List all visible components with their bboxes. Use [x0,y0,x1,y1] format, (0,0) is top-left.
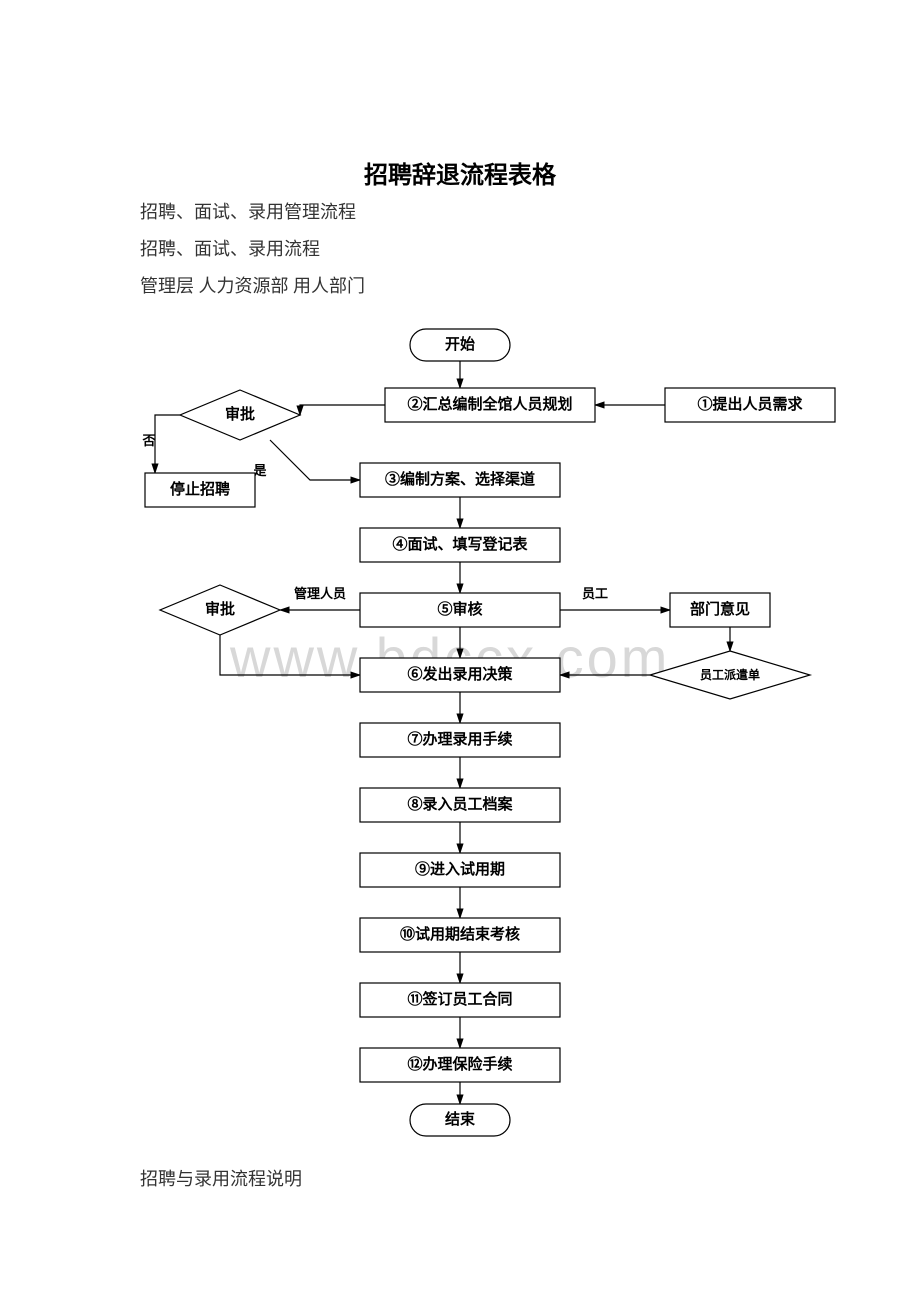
flow-node-label: 部门意见 [690,600,750,618]
flow-node-label: 员工派遣单 [700,667,760,682]
flow-node-n10: ⑩试用期结束考核 [360,918,560,952]
flow-node-label: ⑨进入试用期 [415,860,505,878]
flowchart-svg: 否是管理人员员工 开始①提出人员需求②汇总编制全馆人员规划审批停止招聘③编制方案… [0,320,920,1140]
flow-node-start: 开始 [410,329,510,361]
flow-node-label: ⑧录入员工档案 [407,795,513,813]
flow-edge-label: 员工 [582,586,608,601]
flow-node-n1: ①提出人员需求 [665,388,835,422]
intro-line-1: 招聘、面试、录用管理流程 [140,198,356,224]
flow-node-dept: 部门意见 [670,593,770,627]
document-title: 招聘辞退流程表格 [0,155,920,190]
flow-node-dispatch: 员工派遣单 [650,651,810,699]
flow-node-label: ②汇总编制全馆人员规划 [407,395,572,413]
flow-node-n3: ③编制方案、选择渠道 [360,463,560,497]
flow-node-n5: ⑤审核 [360,593,560,627]
flow-node-end: 结束 [410,1104,510,1136]
flow-node-label: ①提出人员需求 [697,395,803,413]
flow-edge [220,635,360,675]
flow-node-n11: ⑪签订员工合同 [360,983,560,1017]
flow-node-label: ⑫办理保险手续 [407,1055,512,1073]
flow-node-label: ⑦办理录用手续 [407,730,512,748]
intro-line-3: 管理层 人力资源部 用人部门 [140,272,365,298]
flow-edge [300,405,385,415]
flow-node-label: 审批 [225,405,255,423]
flow-node-n12: ⑫办理保险手续 [360,1048,560,1082]
flow-node-label: 开始 [445,335,475,353]
flow-node-label: 停止招聘 [170,480,230,498]
document-page: 招聘辞退流程表格 招聘、面试、录用管理流程 招聘、面试、录用流程 管理层 人力资… [0,0,920,1302]
flow-node-label: 结束 [445,1110,476,1128]
flow-node-audit2: 审批 [160,585,280,635]
flow-node-label: ⑤审核 [437,600,482,618]
flow-node-label: ⑩试用期结束考核 [400,925,520,943]
flow-node-n7: ⑦办理录用手续 [360,723,560,757]
flow-node-label: ⑥发出录用决策 [407,665,513,683]
flow-edge [270,440,360,480]
flow-node-label: ③编制方案、选择渠道 [385,470,535,488]
footer-line: 招聘与录用流程说明 [140,1165,302,1191]
flow-node-n6: ⑥发出录用决策 [360,658,560,692]
flow-edge-label: 否 [141,433,155,448]
flow-node-label: 审批 [205,600,235,618]
flow-node-n8: ⑧录入员工档案 [360,788,560,822]
flow-node-n4: ④面试、填写登记表 [360,528,560,562]
flow-node-label: ⑪签订员工合同 [407,990,512,1008]
flow-node-n2: ②汇总编制全馆人员规划 [385,388,595,422]
flow-node-stop: 停止招聘 [145,473,255,507]
flow-node-label: ④面试、填写登记表 [392,535,528,553]
flow-node-audit1: 审批 [180,390,300,440]
flow-edge [155,415,180,473]
intro-line-2: 招聘、面试、录用流程 [140,235,320,261]
flow-node-n9: ⑨进入试用期 [360,853,560,887]
flow-edge-label: 管理人员 [294,586,346,601]
